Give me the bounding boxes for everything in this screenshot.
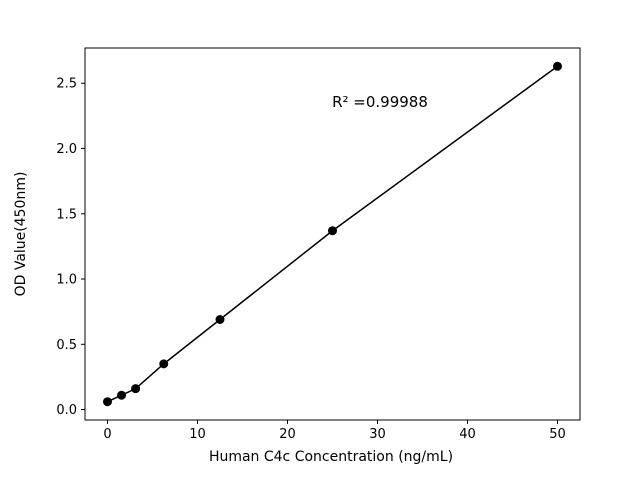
data-point-marker [117,390,127,400]
x-axis-label: Human C4c Concentration (ng/mL) [209,449,453,465]
y-tick-label: 2.5 [56,77,77,92]
plot-border [84,47,581,421]
x-tick-label: 30 [369,427,386,442]
y-tick-label: 0.5 [56,338,77,353]
data-point-marker [103,397,112,407]
y-tick-label: 0.0 [56,403,77,418]
y-tick-label: 1.0 [56,273,77,288]
x-tick-label: 10 [189,427,206,442]
y-tick-label: 1.5 [56,207,77,222]
x-tick-label: 20 [279,427,296,442]
data-point-marker [131,384,141,394]
x-tick-label: 40 [459,427,476,442]
data-point-marker [553,61,562,71]
r-squared-annotation: R² =0.99988 [332,93,428,111]
data-point-marker [159,359,169,369]
data-point-marker [215,314,225,324]
x-tick-label: 50 [549,427,566,442]
data-point-marker [328,226,337,236]
y-tick-label: 2.0 [56,142,77,157]
x-tick-label: 0 [103,427,111,442]
y-axis-label: OD Value(450nm) [13,172,29,297]
plot-area: 0 10 20 30 40 50 0.0 0.5 1.0 1.5 2.0 2.5 [56,47,581,442]
